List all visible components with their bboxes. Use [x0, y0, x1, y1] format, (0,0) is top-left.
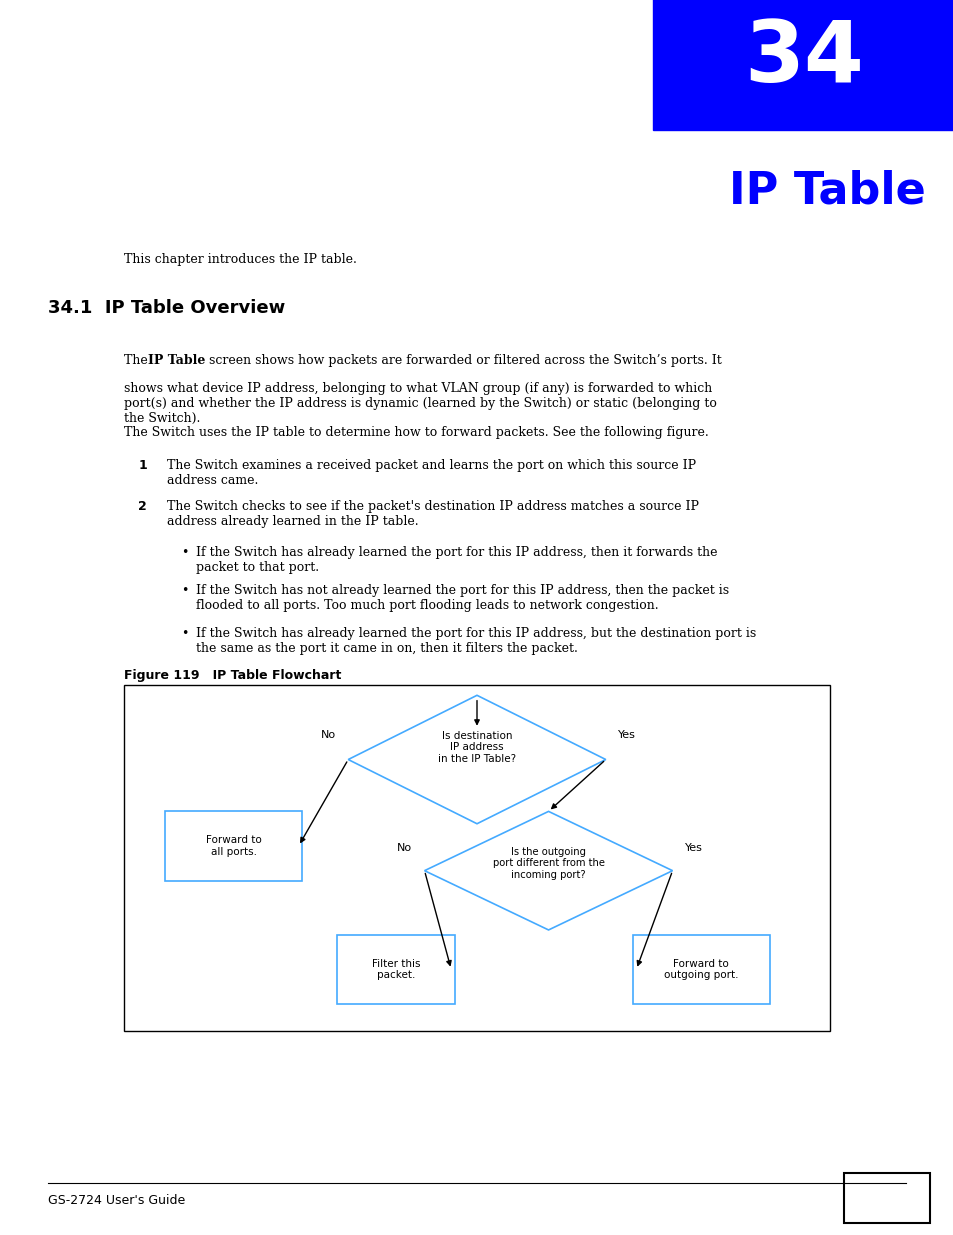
Text: screen shows how packets are forwarded or filtered across the Switch’s ports. It: screen shows how packets are forwarded o… [205, 354, 721, 368]
Text: •: • [181, 584, 189, 598]
Text: This chapter introduces the IP table.: This chapter introduces the IP table. [124, 253, 356, 267]
Text: No: No [396, 844, 412, 853]
Text: If the Switch has not already learned the port for this IP address, then the pac: If the Switch has not already learned th… [195, 584, 728, 613]
Text: •: • [181, 546, 189, 559]
Text: GS-2724 User's Guide: GS-2724 User's Guide [48, 1194, 185, 1207]
Bar [165, 811, 302, 881]
Text: Yes: Yes [618, 730, 636, 740]
Text: 219: 219 [867, 1189, 905, 1207]
Polygon shape [348, 695, 605, 824]
Text: 34: 34 [743, 17, 862, 100]
Text: Forward to
all ports.: Forward to all ports. [206, 835, 261, 857]
Text: IP Table: IP Table [728, 170, 924, 212]
Bar [653, 0, 953, 130]
Text: The Switch checks to see if the packet's destination IP address matches a source: The Switch checks to see if the packet's… [167, 500, 699, 529]
Text: Is the outgoing
port different from the
incoming port?: Is the outgoing port different from the … [492, 847, 604, 879]
Text: IP Table: IP Table [148, 354, 205, 368]
Text: Is destination
IP address
in the IP Table?: Is destination IP address in the IP Tabl… [437, 731, 516, 763]
Text: If the Switch has already learned the port for this IP address, then it forwards: If the Switch has already learned the po… [195, 546, 717, 574]
Text: If the Switch has already learned the port for this IP address, but the destinat: If the Switch has already learned the po… [195, 627, 755, 656]
Text: 34.1  IP Table Overview: 34.1 IP Table Overview [48, 299, 285, 317]
Text: •: • [181, 627, 189, 641]
Text: Figure 119   IP Table Flowchart: Figure 119 IP Table Flowchart [124, 669, 341, 683]
Bar [336, 935, 455, 1004]
Text: The: The [124, 354, 152, 368]
Text: 1: 1 [138, 459, 147, 473]
Bar [843, 1173, 929, 1223]
Bar [124, 685, 829, 1031]
Text: No: No [320, 730, 335, 740]
Polygon shape [424, 811, 672, 930]
Bar [632, 935, 769, 1004]
Text: Yes: Yes [684, 844, 702, 853]
Text: Forward to
outgoing port.: Forward to outgoing port. [663, 958, 738, 981]
Text: The Switch examines a received packet and learns the port on which this source I: The Switch examines a received packet an… [167, 459, 696, 488]
Text: Filter this
packet.: Filter this packet. [372, 958, 419, 981]
Text: 2: 2 [138, 500, 147, 514]
Text: The Switch uses the IP table to determine how to forward packets. See the follow: The Switch uses the IP table to determin… [124, 426, 708, 440]
Text: shows what device IP address, belonging to what VLAN group (if any) is forwarded: shows what device IP address, belonging … [124, 382, 716, 425]
